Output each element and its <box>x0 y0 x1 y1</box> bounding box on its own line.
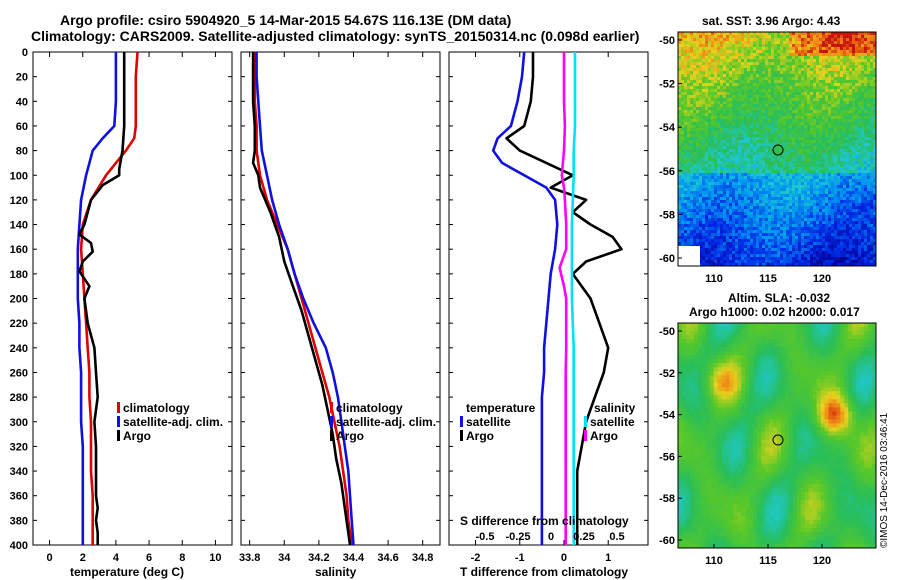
x-tick-label: 8 <box>179 552 185 564</box>
depth-tick-label: 200 <box>10 294 28 306</box>
legend-item-satellite: satellite-adj. clim. <box>117 415 223 429</box>
legend-item-argo: Argo <box>117 429 223 443</box>
legend-item-satellite: satellite-adj. clim. <box>330 415 436 429</box>
x-tick-label: 34 <box>278 552 291 564</box>
sla-map-title: Altim. SLA: -0.032 <box>728 291 831 305</box>
legend-label: Argo <box>590 429 618 443</box>
diff-temperature-legend: temperature satellite Argo <box>460 401 536 443</box>
legend-swatch-blue <box>460 416 463 427</box>
depth-tick-label: 180 <box>10 269 28 281</box>
depth-tick-label: 320 <box>10 441 28 453</box>
depth-tick-label: 40 <box>16 96 28 108</box>
legend-label: Argo <box>123 429 151 443</box>
difference-top-xlabel: S difference from climatology <box>460 514 629 528</box>
legend-item-sal-argo: Argo <box>584 429 635 443</box>
legend-label: satellite <box>466 415 511 429</box>
depth-tick-label: 20 <box>16 72 28 84</box>
top-x-tick-label: 0.25 <box>573 531 594 543</box>
series-line-argo <box>78 52 126 545</box>
top-x-tick-label: 0 <box>548 531 554 543</box>
legend-item-climatology: climatology <box>330 401 436 415</box>
temperature-xlabel: temperature (deg C) <box>70 565 185 579</box>
legend-swatch-magenta <box>584 430 587 441</box>
difference-panel: -2 -1 0 1 -0.5 -0.25 0 0.25 0.5 <box>448 51 649 564</box>
depth-tick-label: 340 <box>10 466 28 478</box>
legend-swatch-black <box>117 430 120 441</box>
top-x-tick-label: 0.5 <box>609 531 624 543</box>
x-tick-label: 0 <box>47 552 53 564</box>
legend-item-sal-satellite: satellite <box>584 415 635 429</box>
legend-label: climatology <box>123 401 190 415</box>
legend-item-argo: Argo <box>330 429 436 443</box>
x-tick-label: 34.4 <box>343 552 365 564</box>
x-tick-label: 33.8 <box>239 552 260 564</box>
legend-swatch-blue <box>117 416 120 427</box>
x-tick-label: 6 <box>146 552 152 564</box>
x-tick-label: 2 <box>80 552 86 564</box>
diff-salinity-legend: salinity satellite Argo <box>584 401 639 443</box>
salinity-panel: 33.8 34 34.2 34.4 34.6 34.8 <box>239 51 441 564</box>
legend-label: satellite <box>590 415 635 429</box>
depth-tick-label: 360 <box>10 491 28 503</box>
legend-title-temperature: temperature <box>466 401 536 415</box>
top-x-tick-label: -0.25 <box>505 531 530 543</box>
x-tick-label: -2 <box>471 552 481 564</box>
x-tick-label: 34.2 <box>308 552 329 564</box>
legend-label: Argo <box>336 429 364 443</box>
legend-swatch-black <box>330 430 333 441</box>
temperature-legend: climatology satellite-adj. clim. Argo <box>117 401 223 443</box>
legend-swatch-red <box>117 402 120 413</box>
depth-tick-label: 280 <box>10 392 28 404</box>
sst-map-title: sat. SST: 3.96 Argo: 4.43 <box>702 14 841 28</box>
legend-label: climatology <box>336 401 403 415</box>
difference-xlabel: T difference from climatology <box>460 565 629 579</box>
x-tick-label: 34.8 <box>412 552 433 564</box>
plot-frame <box>32 51 233 546</box>
depth-tick-label: 380 <box>10 515 28 527</box>
depth-tick-label: 80 <box>16 146 28 158</box>
salinity-legend: climatology satellite-adj. clim. Argo <box>330 401 436 443</box>
x-tick-label: 4 <box>113 552 120 564</box>
depth-tick-label: 0 <box>22 47 28 59</box>
legend-title-salinity: salinity <box>594 401 636 415</box>
x-tick-label: 10 <box>209 552 221 564</box>
temperature-panel: 0 2 4 6 8 10 <box>32 51 233 564</box>
salinity-xlabel: salinity <box>315 565 357 579</box>
series-line-climatology <box>79 51 139 545</box>
sla-map-subtitle: Argo h1000: 0.02 h2000: 0.017 <box>689 305 860 319</box>
depth-axis: 0 20 40 60 80 100 120 140 160 180 200 220 240 260 280 3… <box>10 47 28 552</box>
legend-item-climatology: climatology <box>117 401 223 415</box>
depth-tick-label: 220 <box>10 318 28 330</box>
legend-label: satellite-adj. clim. <box>123 415 224 429</box>
plot-frame <box>240 51 441 546</box>
x-tick-label: -1 <box>515 552 525 564</box>
legend-swatch-black <box>460 430 463 441</box>
x-tick-label: 34.6 <box>377 552 398 564</box>
depth-tick-label: 160 <box>10 244 28 256</box>
depth-tick-label: 240 <box>10 343 28 355</box>
depth-tick-label: 60 <box>16 121 28 133</box>
depth-tick-label: 260 <box>10 367 28 379</box>
legend-label: Argo <box>466 429 494 443</box>
legend-swatch-cyan <box>584 416 587 427</box>
series-line-salinity-satellite <box>570 52 577 545</box>
x-tick-label: 1 <box>605 552 611 564</box>
series-line-salinity-argo <box>558 52 568 545</box>
depth-tick-label: 400 <box>10 540 28 552</box>
legend-swatch-red <box>330 402 333 413</box>
legend-item-temp-satellite: satellite <box>460 415 529 429</box>
legend-label: satellite-adj. clim. <box>336 415 437 429</box>
x-tick-label: 0 <box>561 552 567 564</box>
legend-item-temp-argo: Argo <box>460 429 529 443</box>
depth-tick-label: 140 <box>10 220 28 232</box>
depth-tick-label: 300 <box>10 417 28 429</box>
legend-swatch-blue <box>330 416 333 427</box>
top-x-tick-label: -0.5 <box>476 531 495 543</box>
depth-tick-label: 120 <box>10 195 28 207</box>
depth-tick-label: 100 <box>10 170 28 182</box>
